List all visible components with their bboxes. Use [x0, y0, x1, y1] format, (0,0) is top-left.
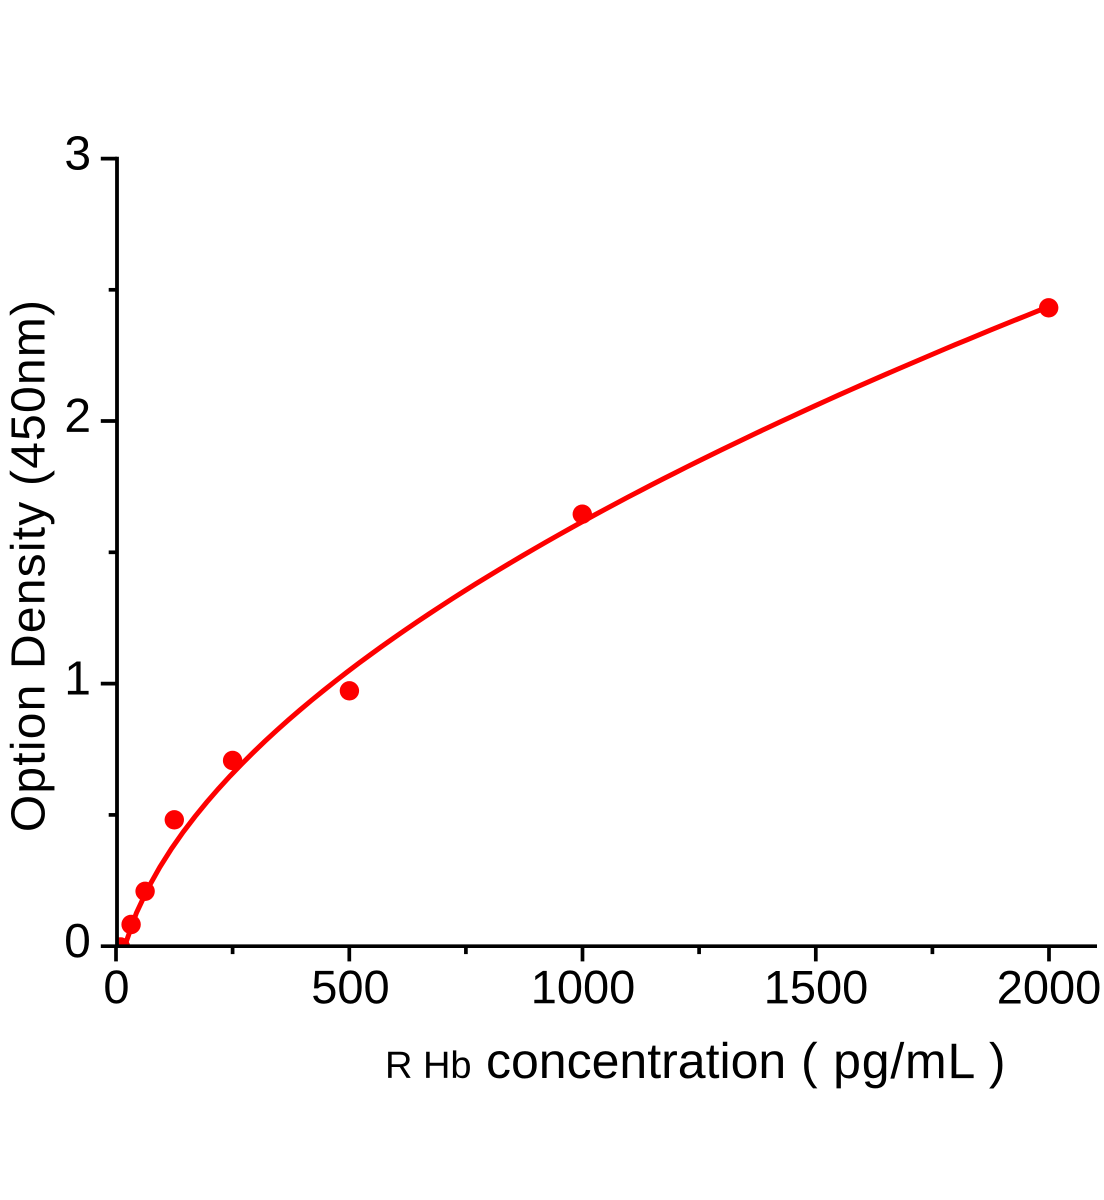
svg-text:1: 1 — [64, 652, 91, 705]
svg-text:3: 3 — [64, 127, 91, 180]
svg-text:1000: 1000 — [531, 960, 636, 1013]
svg-text:1500: 1500 — [764, 960, 869, 1013]
svg-text:Option Density (450nm): Option Density (450nm) — [3, 299, 56, 832]
svg-text:2: 2 — [64, 390, 91, 443]
svg-text:500: 500 — [311, 960, 389, 1013]
svg-text:2000: 2000 — [997, 960, 1102, 1013]
svg-text:0: 0 — [64, 915, 91, 968]
svg-text:0: 0 — [103, 960, 129, 1013]
